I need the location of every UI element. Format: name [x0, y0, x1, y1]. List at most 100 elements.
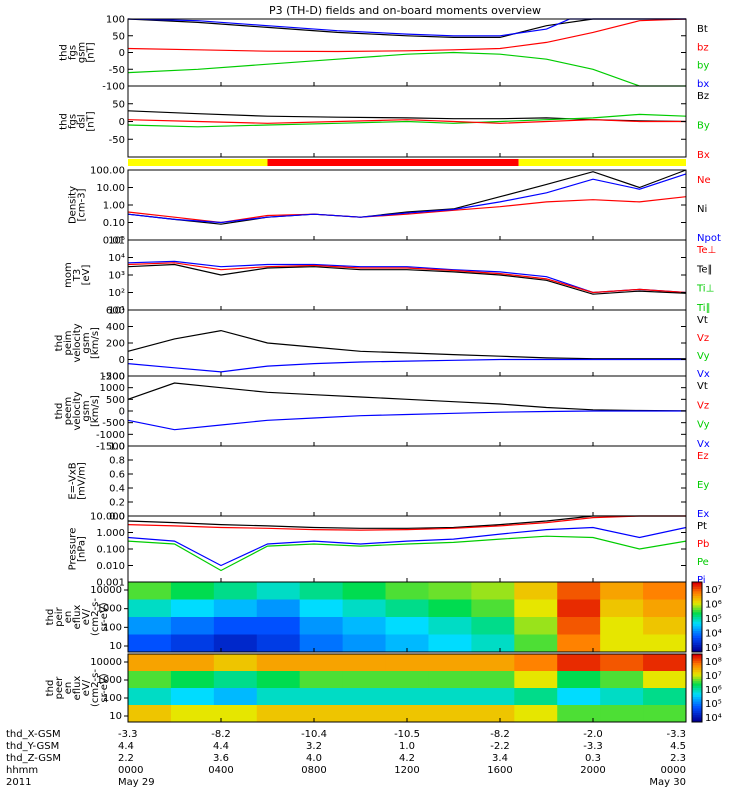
panel-frame — [127, 309, 687, 377]
y-axis-label: thd — [59, 113, 70, 130]
colorbar-segment — [692, 593, 702, 597]
y-axis-label: gsm — [81, 400, 92, 421]
y-axis-label: thd — [45, 680, 56, 697]
y-tick-label: 0.010 — [96, 561, 125, 572]
colorbar-segment — [692, 710, 702, 714]
heatmap-cell — [213, 617, 258, 635]
series-Vx — [127, 410, 686, 431]
heatmap-cell — [471, 654, 515, 672]
heatmap-cell — [428, 634, 472, 653]
colorbar-tick-label: 10⁷ — [705, 671, 722, 682]
x-axis-value: -8.2 — [490, 729, 510, 740]
y-tick-label: 100 — [103, 693, 122, 704]
y-tick-label: 10000 — [90, 585, 122, 596]
legend-label: Pi — [697, 575, 706, 586]
x-axis-row-label: thd_X-GSM — [6, 729, 61, 740]
heatmap-cell — [643, 688, 687, 706]
heatmap-cell — [428, 705, 472, 723]
colorbar-segment — [692, 628, 702, 632]
y-tick-label: 1500 — [100, 372, 125, 383]
heatmap-cell — [342, 599, 387, 618]
legend-label: Vz — [697, 400, 709, 411]
colorbar-tick-label: 10³ — [705, 643, 722, 654]
heatmap-cell — [557, 617, 601, 635]
heatmap-cell — [213, 599, 258, 618]
heatmap-cell — [213, 634, 258, 653]
colorbar-segment — [692, 674, 702, 678]
heatmap-cell — [342, 617, 387, 635]
heatmap-cell — [299, 671, 344, 689]
panel-density: 100.00 10.00 1.00 0.10 0.01 Ne Ni Npot Density[c… — [68, 166, 721, 247]
heatmap-cell — [514, 599, 558, 618]
y-axis-label: en — [63, 611, 74, 624]
colorbar-segment — [692, 584, 702, 588]
series-by — [127, 51, 686, 87]
colorbar-segment — [692, 640, 702, 644]
colorbar-segment — [692, 660, 702, 664]
y-tick-label: 0.10 — [103, 218, 125, 229]
x-axis-value: -10.4 — [301, 729, 327, 740]
heatmap-cell — [213, 671, 258, 689]
heatmap-cell — [256, 634, 301, 653]
x-axis-value: -3.3 — [118, 729, 138, 740]
y-tick-label: 100 — [106, 15, 125, 26]
colorbar-segment — [692, 676, 702, 680]
y-tick-label: -200 — [102, 372, 125, 383]
panel-mode_bar — [128, 159, 686, 166]
colorbar-segment — [692, 614, 702, 618]
colorbar-segment — [692, 654, 702, 657]
colorbar-segment — [692, 656, 702, 660]
heatmap-cell — [428, 617, 472, 635]
heatmap-cell — [385, 617, 429, 635]
y-tick-label: 1.000 — [96, 528, 125, 539]
y-axis-label: E=-VxB — [68, 462, 79, 499]
x-axis-value: 1600 — [487, 765, 512, 776]
x-axis-value: 3.2 — [306, 741, 322, 752]
colorbar-tick-label: 10⁴ — [705, 713, 722, 724]
legend-label: Vt — [697, 381, 708, 392]
legend-label: Bt — [697, 24, 708, 35]
heatmap-cell — [557, 634, 601, 653]
heatmap-cell — [213, 688, 258, 706]
y-tick-label: 50 — [112, 99, 125, 110]
y-tick-label: 10³ — [108, 271, 125, 282]
heatmap-cell — [213, 654, 258, 672]
mode-segment — [128, 159, 268, 166]
y-tick-label: 10.000 — [90, 512, 125, 523]
heatmap-cell — [385, 688, 429, 706]
colorbar-segment — [692, 591, 702, 595]
heatmap-cell — [471, 688, 515, 706]
heatmap-cell — [256, 654, 301, 672]
series-Pe — [127, 535, 687, 572]
series-Ne — [127, 196, 687, 224]
heatmap-cell — [170, 705, 215, 723]
x-axis-value: May 30 — [649, 777, 686, 788]
series-bx — [127, 18, 686, 37]
y-tick-label: 10000 — [90, 657, 122, 668]
heatmap-cell — [342, 688, 387, 706]
heatmap-cell — [128, 599, 172, 618]
colorbar-segment — [692, 642, 702, 646]
x-axis-value: 0000 — [118, 765, 143, 776]
y-tick-label: 10 — [109, 711, 122, 722]
x-axis-value: 1200 — [394, 765, 419, 776]
legend-label: Ex — [697, 509, 709, 520]
heatmap-cell — [170, 671, 215, 689]
y-tick-label: 0 — [119, 355, 125, 366]
y-axis-label: velocity — [72, 391, 83, 430]
y-axis-label: [nT] — [86, 111, 97, 131]
colorbar-segment — [692, 690, 702, 694]
heatmap-cell — [600, 582, 644, 600]
y-axis-label: thd — [45, 609, 56, 626]
colorbar-segment — [692, 610, 702, 613]
legend-label: bx — [697, 79, 709, 90]
colorbar-tick-label: 10⁴ — [705, 629, 722, 640]
heatmap-cell — [600, 654, 644, 672]
y-tick-label: 0.6 — [109, 470, 125, 481]
x-axis-value: 1.0 — [399, 741, 415, 752]
colorbar-segment — [692, 672, 702, 675]
y-tick-label: 0 — [119, 407, 125, 418]
heatmap-cell — [428, 688, 472, 706]
x-axis-row-label: 2011 — [6, 777, 31, 788]
colorbar-segment — [692, 685, 702, 689]
